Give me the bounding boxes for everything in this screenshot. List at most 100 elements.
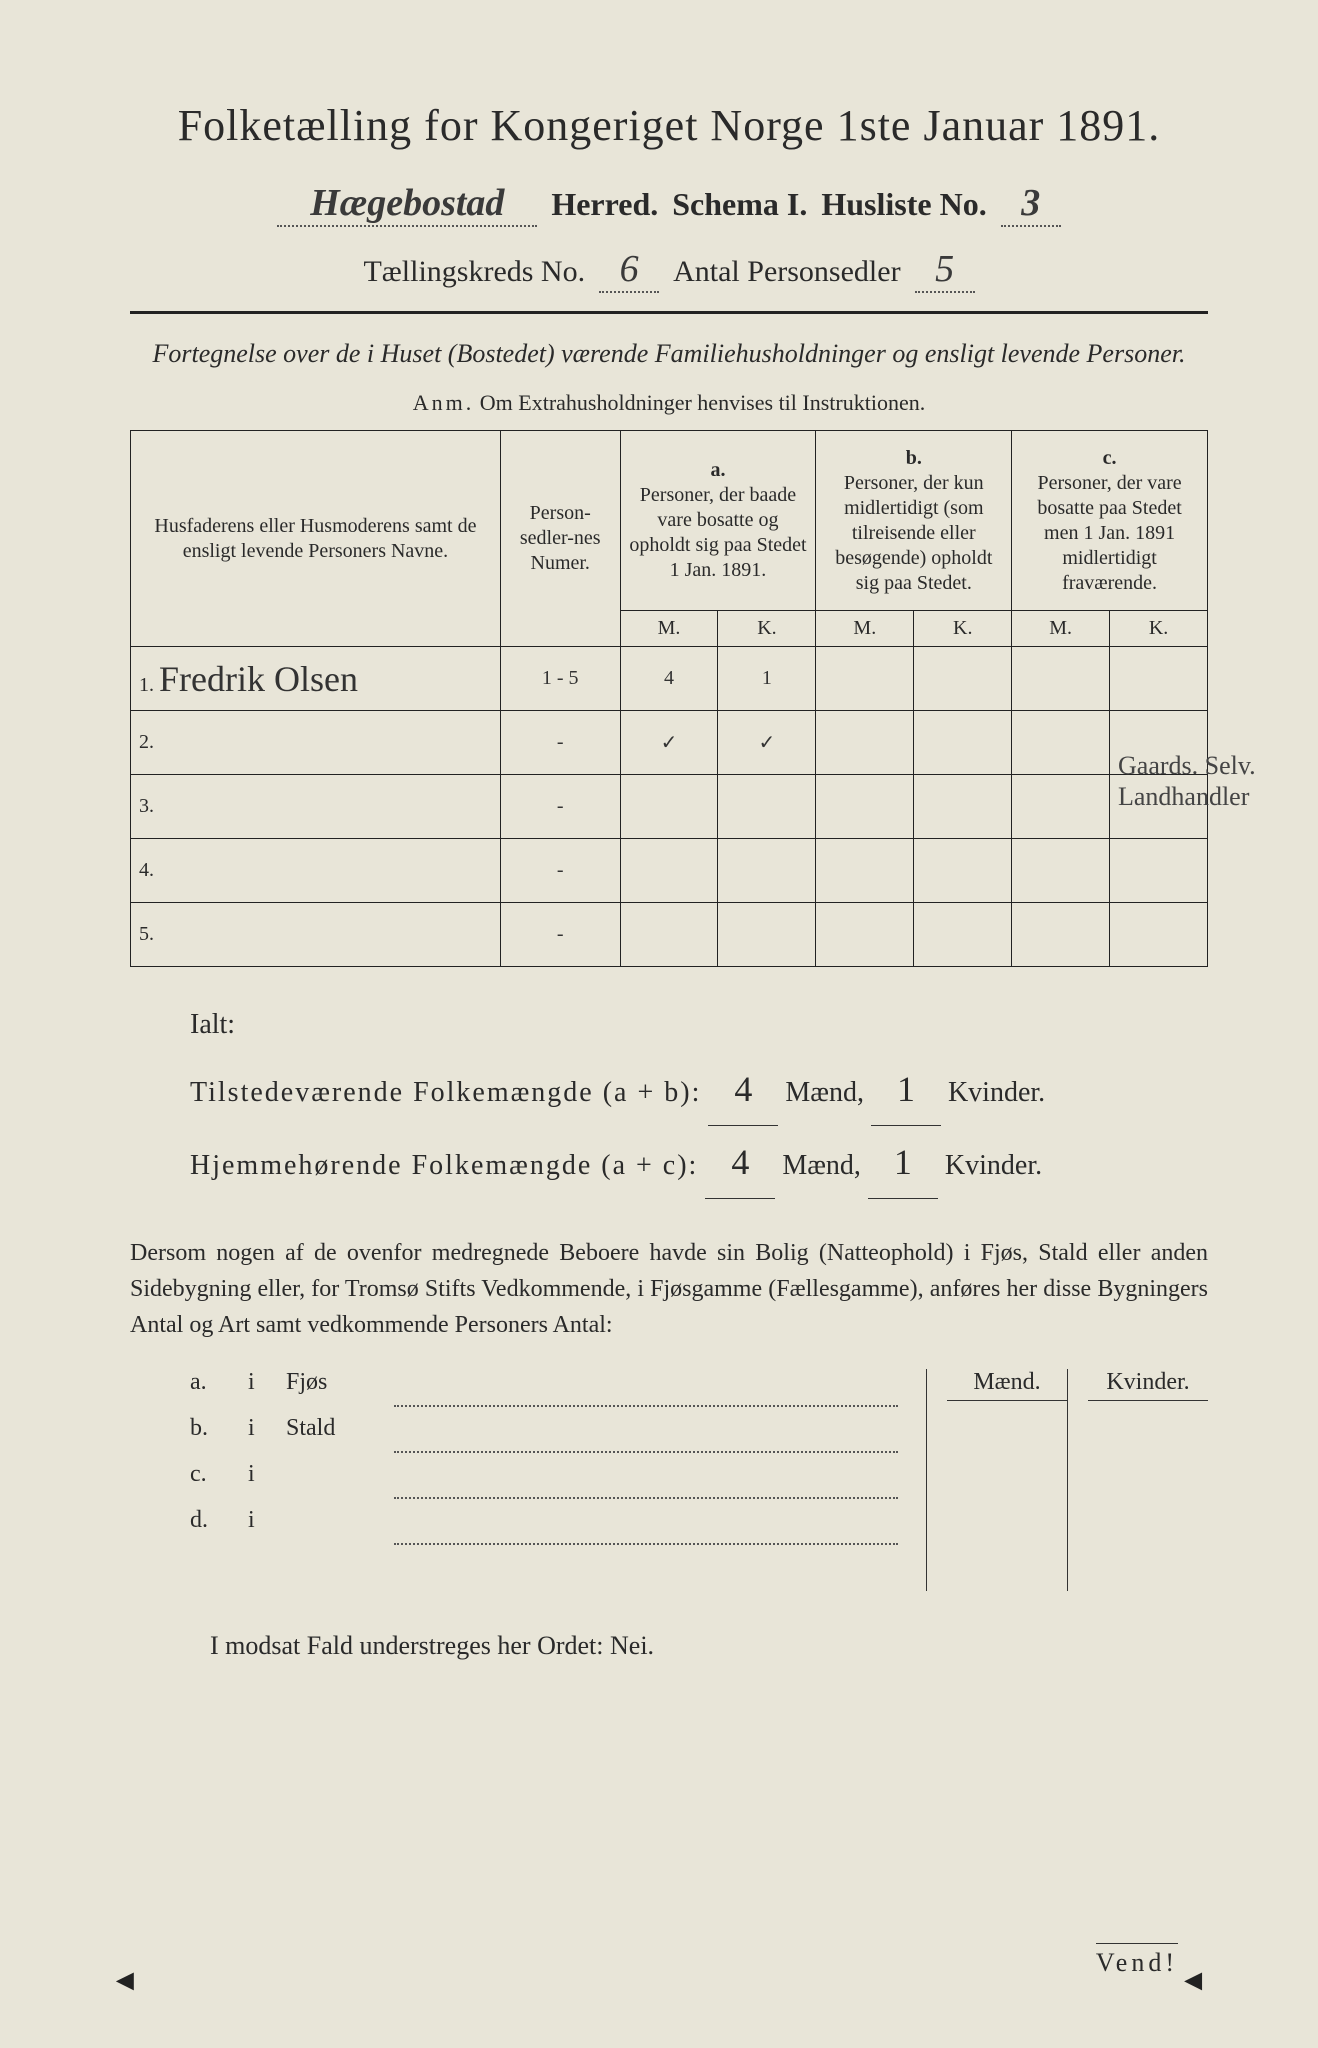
corner-mark-icon: ◄	[110, 1964, 140, 1998]
cell-cM	[1012, 711, 1110, 775]
building-row: a. i Fjøs	[190, 1369, 898, 1415]
b-i: i	[248, 1415, 268, 1442]
row-num: 5.	[131, 903, 501, 967]
cell-bK	[914, 903, 1012, 967]
herred-handwritten: Hægebostad	[277, 181, 537, 227]
anm-text: Om Extrahusholdninger henvises til Instr…	[480, 390, 925, 415]
cell-aM: ✓	[620, 711, 718, 775]
b-i: i	[248, 1369, 268, 1396]
building-row: c. i	[190, 1461, 898, 1507]
schema-label: Schema I.	[672, 186, 807, 223]
cell-aK	[718, 839, 816, 903]
vend-label: Vend!	[1096, 1943, 1178, 1978]
row-name: Fredrik Olsen	[159, 659, 358, 699]
antal-no: 5	[915, 247, 975, 293]
kvinder-label: Kvinder.	[948, 1077, 1045, 1108]
l1-kvinder: 1	[871, 1053, 941, 1126]
cell-bK	[914, 711, 1012, 775]
b-label: b.	[190, 1415, 230, 1442]
cell-bM	[816, 647, 914, 711]
b-label: a.	[190, 1369, 230, 1396]
b-i: i	[248, 1507, 268, 1534]
cell-num: -	[500, 711, 620, 775]
kvinder-label-2: Kvinder.	[945, 1150, 1042, 1181]
col-a-top: a.	[629, 458, 808, 483]
margin-note: Gaards. Selv. Landhandler	[1118, 750, 1278, 812]
b-label: d.	[190, 1507, 230, 1534]
cell-aM	[620, 903, 718, 967]
l1-maend: 4	[708, 1053, 778, 1126]
corner-mark-icon: ◄	[1178, 1964, 1208, 1998]
building-table: a. i Fjøs b. i Stald c. i d. i Mænd.	[190, 1369, 1208, 1591]
kreds-no: 6	[599, 247, 659, 293]
cell-num: -	[500, 775, 620, 839]
col-b-k: K.	[914, 611, 1012, 647]
building-kvinder-col	[1067, 1401, 1207, 1591]
col-b-m: M.	[816, 611, 914, 647]
cell-num: -	[500, 903, 620, 967]
dotted-line	[394, 1451, 898, 1453]
col-header-name: Husfaderens eller Husmoderens samt de en…	[131, 431, 501, 647]
b-type: Fjøs	[286, 1369, 376, 1396]
col-c-text: Personer, der vare bosatte paa Stedet me…	[1020, 471, 1199, 596]
cell-bK	[914, 775, 1012, 839]
kreds-label: Tællingskreds No.	[363, 255, 585, 289]
maend-label-2: Mænd,	[782, 1150, 861, 1181]
cell-aM: 4	[620, 647, 718, 711]
cell-bK	[914, 647, 1012, 711]
cell-cK	[1110, 903, 1208, 967]
col-b-text: Personer, der kun midlertidigt (som tilr…	[824, 471, 1003, 596]
cell-bM	[816, 775, 914, 839]
census-table: Husfaderens eller Husmoderens samt de en…	[130, 430, 1208, 967]
cell-num: 1 - 5	[500, 647, 620, 711]
col-header-num: Person-sedler-nes Numer.	[500, 431, 620, 647]
dotted-line	[394, 1405, 898, 1407]
col-a-k: K.	[718, 611, 816, 647]
l2-kvinder: 1	[868, 1126, 938, 1199]
totals-block: Ialt: Tilstedeværende Folkemængde (a + b…	[190, 997, 1208, 1199]
cell-bM	[816, 711, 914, 775]
nei-line: I modsat Fald understreges her Ordet: Ne…	[210, 1631, 1208, 1661]
cell-cM	[1012, 903, 1110, 967]
herred-label: Herred.	[551, 186, 658, 223]
subtitle: Fortegnelse over de i Huset (Bostedet) v…	[130, 336, 1208, 372]
b-i: i	[248, 1461, 268, 1488]
ialt-label: Ialt:	[190, 997, 1208, 1053]
row-num: 2.	[131, 711, 501, 775]
building-paragraph: Dersom nogen af de ovenfor medregnede Be…	[130, 1235, 1208, 1343]
col-header-b: b. Personer, der kun midlertidigt (som t…	[816, 431, 1012, 611]
building-maend-col	[926, 1401, 1066, 1591]
dotted-line	[394, 1497, 898, 1499]
cell-bM	[816, 839, 914, 903]
cell-cM	[1012, 839, 1110, 903]
cell-bK	[914, 839, 1012, 903]
cell-num: -	[500, 839, 620, 903]
row-num: 3.	[131, 775, 501, 839]
page-title: Folketælling for Kongeriget Norge 1ste J…	[130, 100, 1208, 151]
cell-cK	[1110, 839, 1208, 903]
header-line-2: Hægebostad Herred. Schema I. Husliste No…	[130, 181, 1208, 227]
table-row: 1. Fredrik Olsen 1 - 5 4 1	[131, 647, 1208, 711]
building-kvinder-header: Kvinder.	[1088, 1369, 1208, 1401]
table-row: 3. -	[131, 775, 1208, 839]
husliste-no: 3	[1001, 181, 1061, 227]
cell-cM	[1012, 647, 1110, 711]
l2-maend: 4	[705, 1126, 775, 1199]
col-a-text: Personer, der baade vare bosatte og opho…	[629, 483, 808, 583]
anm-label: Anm.	[413, 390, 475, 415]
cell-bM	[816, 903, 914, 967]
divider-1	[130, 311, 1208, 314]
tilstede-label: Tilstedeværende Folkemængde (a + b):	[190, 1077, 701, 1108]
b-type: Stald	[286, 1415, 376, 1442]
cell-aK	[718, 775, 816, 839]
husliste-label: Husliste No.	[821, 186, 986, 223]
building-maend-header: Mænd.	[947, 1369, 1067, 1401]
anm-line: Anm. Om Extrahusholdninger henvises til …	[130, 390, 1208, 416]
cell-aK: ✓	[718, 711, 816, 775]
cell-aM	[620, 839, 718, 903]
table-row: 2. - ✓ ✓	[131, 711, 1208, 775]
building-row: b. i Stald	[190, 1415, 898, 1461]
col-b-top: b.	[824, 446, 1003, 471]
cell-aK: 1	[718, 647, 816, 711]
table-row: 4. -	[131, 839, 1208, 903]
